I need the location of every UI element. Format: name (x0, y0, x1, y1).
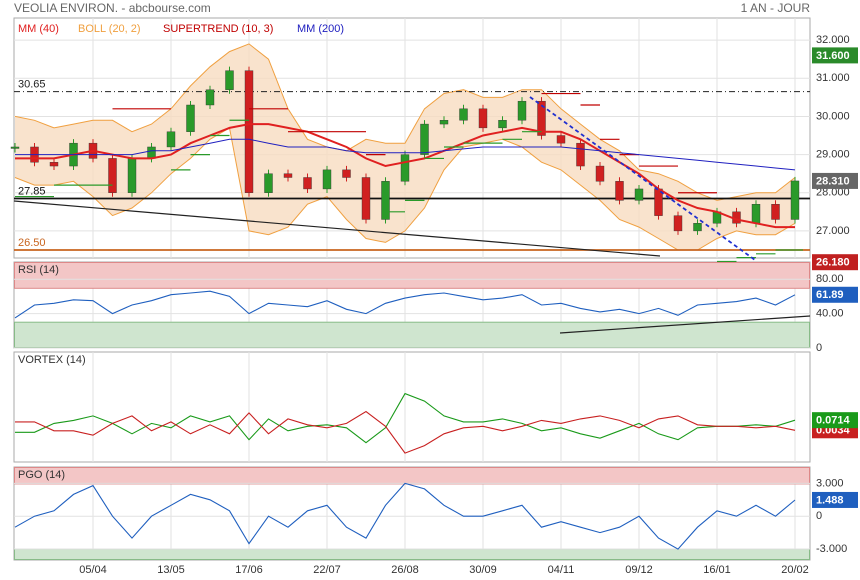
y-tick-label: -3.000 (816, 543, 847, 555)
candle (108, 158, 117, 193)
x-tick-label: 05/04 (79, 564, 107, 576)
value-box-label: 61.89 (816, 289, 844, 301)
candle (10, 146, 20, 149)
candle (147, 146, 156, 159)
candle (693, 223, 702, 232)
x-tick-label: 17/06 (235, 564, 263, 576)
plot-layer: 05/04 13/05 17/06 22/07 26/08 30/09 04/11 09/12… (10, 17, 858, 576)
candle (790, 180, 800, 220)
band-high (14, 262, 810, 289)
page-title: VEOLIA ENVIRON. - abcbourse.com (14, 1, 211, 15)
candle (556, 135, 566, 144)
candle (459, 108, 468, 121)
y-tick-label: 32.000 (816, 34, 850, 46)
ma-line (15, 138, 796, 171)
value-box-label: 28.310 (816, 175, 850, 187)
level-label: 30.65 (18, 79, 46, 91)
candle (595, 165, 605, 182)
period: 1 AN - JOUR (741, 1, 811, 15)
candle (166, 131, 176, 148)
candle (673, 215, 683, 232)
candle (498, 120, 507, 129)
candle (264, 173, 273, 193)
candle (322, 169, 332, 190)
candle (205, 89, 215, 106)
candle (225, 70, 234, 90)
trendline (559, 315, 811, 334)
x-tick-label: 26/08 (391, 564, 419, 576)
indicator-line (15, 410, 796, 454)
candle (381, 181, 390, 220)
trendline (529, 96, 756, 261)
y-tick-label: 30.000 (816, 110, 850, 122)
candle (420, 123, 429, 155)
candle (478, 108, 488, 129)
candle (303, 177, 312, 190)
y-tick-label: 3.000 (816, 477, 844, 489)
value-box (812, 491, 858, 508)
y-tick-label: 27.000 (816, 225, 850, 237)
trendline (13, 200, 661, 257)
band-high (14, 467, 810, 485)
candle (771, 204, 780, 220)
panel-title: PGO (14) (18, 469, 65, 481)
candle (400, 154, 410, 182)
y-tick-label: 28.000 (816, 187, 850, 199)
value-box-label: 0.0714 (816, 415, 851, 427)
trendlines (13, 96, 811, 334)
y-tick-label: 29.000 (816, 149, 850, 161)
candle (634, 188, 644, 201)
x-tick-label: 30/09 (469, 564, 497, 576)
x-tick-label: 09/12 (625, 564, 653, 576)
candle (576, 142, 585, 167)
x-tick-label: 16/01 (703, 564, 731, 576)
y-tick-label: 0 (816, 510, 822, 522)
panel-title: VORTEX (14) (18, 354, 86, 366)
indicator-line (14, 290, 796, 319)
candle (517, 100, 527, 121)
y-tick-label: 80.00 (816, 273, 844, 285)
candle (342, 169, 351, 178)
legend-entry: MM (40) (18, 23, 59, 35)
candle (283, 173, 293, 178)
value-box (812, 412, 858, 429)
value-box (812, 286, 858, 303)
candle (537, 100, 546, 136)
panel-title: RSI (14) (18, 264, 59, 276)
y-tick-label: 40.00 (816, 308, 844, 320)
x-tick-label: 13/05 (157, 564, 185, 576)
indicator-line (14, 482, 796, 550)
boll-upper (14, 43, 796, 201)
level-label: 27.85 (18, 185, 46, 197)
ma-line (15, 123, 795, 229)
candle (439, 120, 449, 125)
value-box-label: 31.600 (816, 50, 850, 62)
candle (751, 204, 761, 224)
panel-frame (13, 351, 811, 463)
indicator-line (15, 392, 796, 444)
legend-entry: BOLL (20, 2) (78, 23, 141, 35)
x-tick-label: 04/11 (548, 564, 575, 576)
candle (361, 177, 371, 220)
band-low (14, 321, 810, 349)
candle (244, 70, 254, 193)
value-box (812, 47, 858, 64)
value-box-label: 26.180 (816, 257, 850, 269)
band-low (14, 548, 810, 561)
value-box (812, 172, 858, 189)
candle (186, 104, 195, 132)
value-box-label: 1.488 (816, 494, 844, 506)
y-tick-label: 31.000 (816, 72, 850, 84)
candle (127, 158, 137, 193)
y-tick-label: 0 (816, 342, 822, 354)
x-tick-label: 20/02 (781, 564, 809, 576)
value-box (812, 254, 858, 271)
level-label: 26.50 (18, 237, 46, 249)
legend-entry: SUPERTREND (10, 3) (163, 23, 273, 35)
candle (49, 162, 59, 167)
legend-entry: MM (200) (297, 23, 344, 35)
candle (615, 181, 624, 201)
x-tick-label: 22/07 (313, 564, 341, 576)
